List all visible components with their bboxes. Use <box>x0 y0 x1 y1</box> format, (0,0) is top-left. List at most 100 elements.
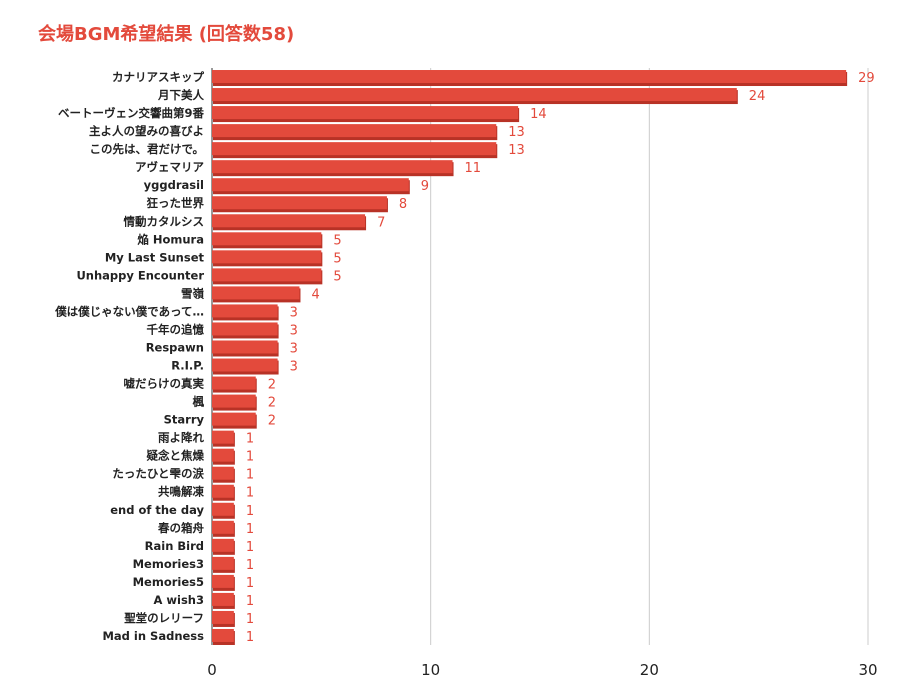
bar <box>212 214 366 228</box>
category-label: アヴェマリア <box>135 160 204 174</box>
x-tick-label: 20 <box>640 661 659 679</box>
bar <box>212 196 387 210</box>
chart-title-subtitle: (回答数58) <box>198 24 295 45</box>
value-label: 4 <box>311 287 319 302</box>
value-label: 5 <box>333 233 341 248</box>
bar <box>212 484 234 498</box>
value-label: 1 <box>246 540 254 555</box>
category-label: たったひと雫の涙 <box>112 467 204 481</box>
category-label: この先は、君だけで。 <box>89 142 204 156</box>
x-tick-label: 0 <box>207 661 217 679</box>
bar <box>212 376 256 390</box>
bar <box>212 178 409 192</box>
value-label: 9 <box>421 179 429 194</box>
value-label: 29 <box>858 71 875 86</box>
category-label: My Last Sunset <box>105 250 205 264</box>
x-axis-ticks: 0 10 20 30 <box>207 661 877 679</box>
value-label: 8 <box>399 197 407 212</box>
category-label: 疑念と焦燥 <box>147 449 205 463</box>
category-label: Mad in Sadness <box>102 629 204 643</box>
bar <box>212 610 234 624</box>
value-label: 1 <box>246 594 254 609</box>
bar <box>212 538 234 552</box>
category-label: Memories3 <box>133 557 204 571</box>
category-label: 楓 <box>193 395 205 409</box>
category-labels: カナリアスキップ月下美人ベートーヴェン交響曲第9番主よ人の望みの喜びよこの先は、… <box>54 70 204 643</box>
category-label: 焔 Homura <box>137 232 204 246</box>
bar <box>212 160 453 174</box>
category-label: 主よ人の望みの喜びよ <box>89 124 204 138</box>
value-label: 3 <box>290 305 298 320</box>
bar <box>212 88 737 102</box>
bar <box>212 232 322 246</box>
value-label: 1 <box>246 612 254 627</box>
value-label: 2 <box>268 414 276 429</box>
chart-title: 会場BGM希望結果 (回答数58) <box>38 20 294 46</box>
bar <box>212 502 234 516</box>
value-label: 1 <box>246 630 254 645</box>
value-label: 1 <box>246 468 254 483</box>
value-label: 1 <box>246 504 254 519</box>
value-label: 1 <box>246 450 254 465</box>
bar <box>212 268 322 282</box>
value-label: 1 <box>246 486 254 501</box>
category-label: 千年の追憶 <box>147 322 205 336</box>
bar <box>212 322 278 336</box>
category-label: 僕は僕じゃない僕であって… <box>54 304 204 318</box>
category-label: 春の箱舟 <box>158 521 204 535</box>
chart-title-main: 会場BGM希望結果 <box>38 24 193 45</box>
bar <box>212 574 234 588</box>
category-label: Starry <box>164 413 205 427</box>
category-label: R.I.P. <box>171 359 204 373</box>
category-label: ベートーヴェン交響曲第9番 <box>58 106 205 120</box>
category-label: end of the day <box>110 503 204 517</box>
value-label: 1 <box>246 576 254 591</box>
category-label: 聖堂のレリーフ <box>124 611 204 625</box>
category-label: Memories5 <box>133 575 204 589</box>
category-label: yggdrasil <box>144 178 204 192</box>
category-label: 雪嶺 <box>181 286 204 300</box>
value-label: 2 <box>268 378 276 393</box>
bar <box>212 520 234 534</box>
category-label: 雨よ降れ <box>158 431 204 445</box>
value-label: 3 <box>290 341 298 356</box>
bar <box>212 124 497 138</box>
value-label: 2 <box>268 396 276 411</box>
value-label: 11 <box>465 161 482 176</box>
category-label: 共鳴解凍 <box>158 485 204 499</box>
bar <box>212 106 519 120</box>
x-tick-label: 30 <box>858 661 877 679</box>
bar <box>212 340 278 354</box>
bar <box>212 556 234 570</box>
category-label: A wish3 <box>153 593 204 607</box>
bar <box>212 70 847 84</box>
bars <box>212 70 848 645</box>
value-label: 3 <box>290 323 298 338</box>
value-label: 1 <box>246 558 254 573</box>
bar <box>212 358 278 372</box>
value-label: 3 <box>290 360 298 375</box>
bar <box>212 592 234 606</box>
bar <box>212 304 278 318</box>
value-label: 7 <box>377 215 385 230</box>
category-label: 狂った世界 <box>147 196 205 210</box>
category-label: Rain Bird <box>145 539 204 553</box>
x-tick-label: 10 <box>421 661 440 679</box>
value-label: 24 <box>749 89 766 104</box>
bar <box>212 430 234 444</box>
value-label: 1 <box>246 432 254 447</box>
bar <box>212 394 256 408</box>
bar <box>212 286 300 300</box>
category-label: Unhappy Encounter <box>76 268 204 282</box>
category-label: 情動カタルシス <box>123 214 205 228</box>
value-label: 5 <box>333 269 341 284</box>
category-label: 月下美人 <box>157 88 204 102</box>
bar <box>212 628 234 642</box>
category-label: Respawn <box>146 340 204 354</box>
category-label: カナリアスキップ <box>112 70 204 84</box>
bar <box>212 448 234 462</box>
value-label: 13 <box>508 125 525 140</box>
bar <box>212 412 256 426</box>
